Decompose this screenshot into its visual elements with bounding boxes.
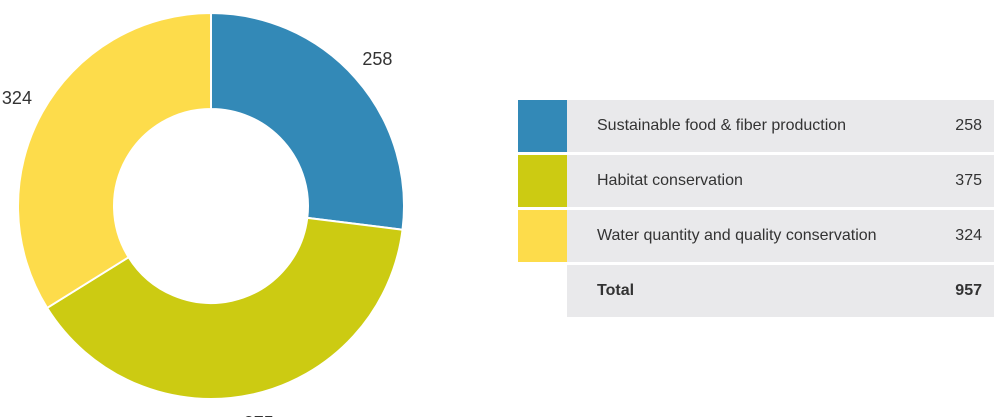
donut-slice xyxy=(210,11,405,231)
donut-chart: 258 375 324 xyxy=(2,11,405,417)
legend-table: Sustainable food & fiber production 258 … xyxy=(518,100,994,317)
legend-label: Sustainable food & fiber production xyxy=(567,100,902,152)
donut-slice xyxy=(17,11,212,310)
legend-value: 258 xyxy=(902,100,994,152)
legend-label: Habitat conservation xyxy=(567,155,902,207)
slice-value-label: 324 xyxy=(2,88,32,108)
legend-total-spacer xyxy=(518,265,567,317)
legend-row: Water quantity and quality conservation … xyxy=(518,210,994,262)
legend-swatch xyxy=(518,100,567,152)
legend-total-value: 957 xyxy=(902,265,994,317)
legend-swatch xyxy=(518,155,567,207)
legend-total-label: Total xyxy=(567,265,902,317)
legend-swatch xyxy=(518,210,567,262)
legend-row: Habitat conservation 375 xyxy=(518,155,994,207)
legend-row: Sustainable food & fiber production 258 xyxy=(518,100,994,152)
legend-value: 324 xyxy=(902,210,994,262)
donut-slice xyxy=(45,216,404,400)
slice-value-label: 375 xyxy=(244,413,274,417)
slice-value-label: 258 xyxy=(362,49,392,69)
legend-value: 375 xyxy=(902,155,994,207)
legend-total-row: Total 957 xyxy=(518,265,994,317)
legend-label: Water quantity and quality conservation xyxy=(567,210,902,262)
